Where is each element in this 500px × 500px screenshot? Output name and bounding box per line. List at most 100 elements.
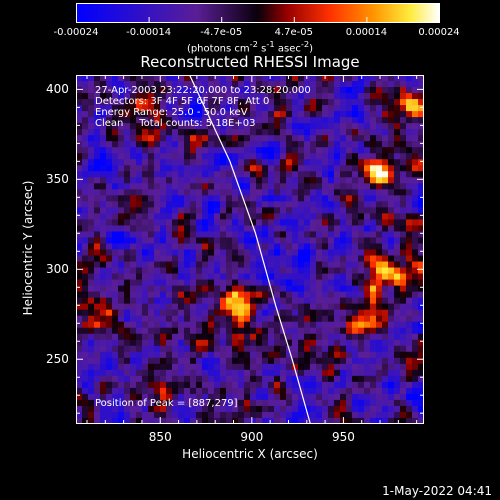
- heatmap-cell: [274, 291, 281, 299]
- heatmap-cell: [358, 213, 365, 220]
- colorbar-step: [358, 3, 361, 23]
- heatmap-cell: [406, 243, 413, 250]
- heatmap-cell: [346, 327, 353, 335]
- heatmap-cell: [220, 375, 227, 383]
- colorbar-step: [254, 3, 257, 23]
- heatmap-cell: [382, 327, 389, 335]
- heatmap-cell: [100, 297, 107, 305]
- heatmap-cell: [280, 339, 287, 347]
- heatmap-cell: [106, 369, 113, 377]
- heatmap-cell: [334, 255, 341, 262]
- heatmap-cell: [202, 381, 209, 389]
- heatmap-cell: [82, 261, 89, 268]
- heatmap-cell: [352, 219, 359, 226]
- heatmap-cell: [268, 321, 275, 329]
- heatmap-cell: [310, 237, 317, 244]
- heatmap-cell: [394, 375, 401, 383]
- heatmap-cell: [94, 159, 101, 166]
- heatmap-cell: [340, 261, 347, 268]
- heatmap-cell: [400, 189, 407, 196]
- heatmap-cell: [292, 189, 299, 196]
- heatmap-cell: [286, 297, 293, 305]
- heatmap-cell: [88, 339, 95, 347]
- heatmap-cell: [118, 195, 125, 202]
- heatmap-cell: [172, 111, 179, 118]
- heatmap-cell: [274, 345, 281, 353]
- heatmap-cell: [226, 303, 233, 311]
- heatmap-cell: [352, 231, 359, 238]
- heatmap-cell: [256, 195, 263, 202]
- heatmap-cell: [268, 333, 275, 341]
- heatmap-cell: [418, 135, 424, 142]
- heatmap-cell: [136, 159, 143, 166]
- heatmap-cell: [82, 123, 89, 130]
- heatmap-cell: [208, 315, 215, 323]
- heatmap-cell: [226, 273, 233, 280]
- heatmap-cell: [298, 195, 305, 202]
- heatmap-cell: [364, 297, 371, 305]
- heatmap-cell: [136, 369, 143, 377]
- colorbar-step: [394, 3, 397, 23]
- heatmap-cell: [280, 135, 287, 142]
- heatmap-cell: [394, 315, 401, 323]
- heatmap-cell: [292, 159, 299, 166]
- heatmap-cell: [274, 141, 281, 148]
- heatmap-cell: [268, 159, 275, 166]
- heatmap-cell: [358, 291, 365, 299]
- heatmap-cell: [364, 267, 371, 274]
- heatmap-cell: [370, 357, 377, 365]
- colorbar-step: [248, 3, 251, 23]
- heatmap-cell: [280, 243, 287, 250]
- heatmap-cell: [166, 207, 173, 214]
- heatmap-cell: [202, 339, 209, 347]
- heatmap-cell: [394, 351, 401, 359]
- heatmap-cell: [406, 147, 413, 154]
- heatmap-cell: [418, 249, 424, 256]
- heatmap-cell: [136, 339, 143, 347]
- heatmap-cell: [406, 399, 413, 407]
- heatmap-cell: [412, 345, 419, 353]
- heatmap-cell: [166, 81, 173, 88]
- heatmap-cell: [394, 189, 401, 196]
- heatmap-cell: [184, 273, 191, 280]
- heatmap-cell: [250, 249, 257, 256]
- heatmap-cell: [310, 357, 317, 365]
- heatmap-cell: [412, 357, 419, 365]
- heatmap-cell: [76, 321, 83, 329]
- heatmap-cell: [298, 417, 305, 424]
- heatmap-cell: [388, 405, 395, 413]
- heatmap-cell: [388, 369, 395, 377]
- heatmap-cell: [358, 303, 365, 311]
- heatmap-cell: [160, 321, 167, 329]
- heatmap-cell: [142, 171, 149, 178]
- heatmap-cell: [286, 189, 293, 196]
- heatmap-cell: [178, 141, 185, 148]
- heatmap-cell: [400, 279, 407, 287]
- colorbar-step: [88, 3, 91, 23]
- heatmap-cell: [202, 87, 209, 94]
- heatmap-cell: [94, 399, 101, 407]
- colorbar-step: [410, 3, 413, 23]
- heatmap-cell: [202, 291, 209, 299]
- heatmap-cell: [82, 141, 89, 148]
- heatmap-cell: [136, 381, 143, 389]
- heatmap-cell: [178, 297, 185, 305]
- heatmap-cell: [286, 111, 293, 118]
- heatmap-cell: [166, 177, 173, 184]
- heatmap-cell: [328, 291, 335, 299]
- heatmap-cell: [412, 207, 419, 214]
- heatmap-cell: [196, 351, 203, 359]
- colorbar-step: [346, 3, 349, 23]
- heatmap-cell: [130, 177, 137, 184]
- heatmap-cell: [280, 219, 287, 226]
- heatmap-cell: [172, 177, 179, 184]
- heatmap-cell: [298, 267, 305, 274]
- heatmap-cell: [304, 327, 311, 335]
- heatmap-cell: [406, 219, 413, 226]
- heatmap-cell: [310, 225, 317, 232]
- heatmap-cell: [340, 333, 347, 341]
- heatmap-cell: [214, 363, 221, 371]
- heatmap-cell: [412, 291, 419, 299]
- heatmap-cell: [262, 189, 269, 196]
- heatmap-cell: [328, 87, 335, 94]
